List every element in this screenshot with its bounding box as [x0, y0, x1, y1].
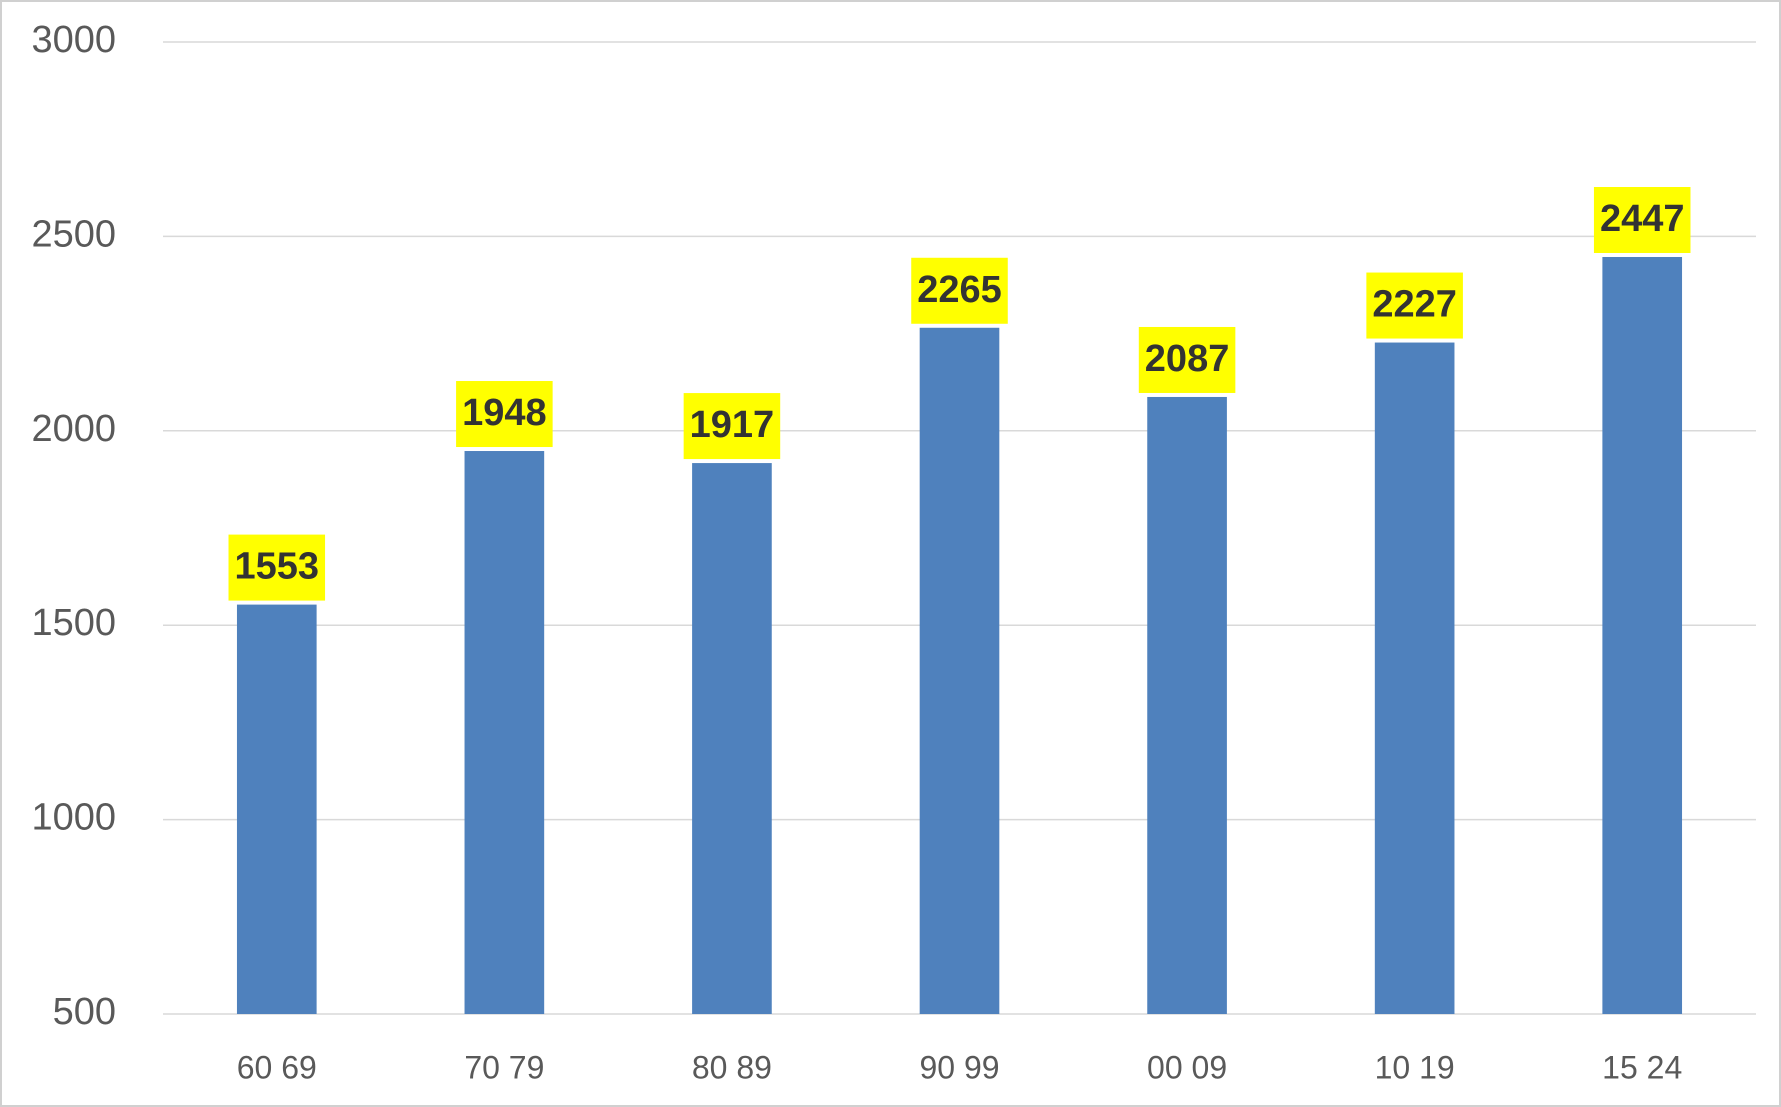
bar [464, 451, 545, 1015]
value-label-background [911, 257, 1008, 324]
value-label: 1917 [690, 404, 775, 446]
value-label-background [683, 393, 781, 460]
value-label: 2265 [917, 269, 1002, 311]
x-tick-label: 80 89 [692, 1049, 772, 1085]
bar [692, 463, 772, 1014]
value-label: 2227 [1372, 284, 1457, 326]
value-label-background [1366, 272, 1463, 339]
x-tick-label: 90 99 [919, 1049, 999, 1085]
value-label-background [228, 534, 326, 601]
y-tick-label: 2000 [31, 408, 116, 450]
value-label: 2447 [1600, 198, 1685, 240]
value-label-background [1593, 187, 1691, 254]
x-tick-label: 70 79 [464, 1049, 544, 1085]
x-tick-label: 15 24 [1602, 1049, 1682, 1085]
value-label-background [1138, 326, 1236, 393]
bar [1147, 396, 1227, 1015]
x-tick-label: 10 19 [1375, 1049, 1455, 1085]
y-tick-label: 3000 [31, 19, 116, 61]
value-label-background [456, 381, 553, 448]
bar [1602, 257, 1683, 1014]
bar [1374, 342, 1455, 1015]
y-tick-label: 1000 [31, 797, 116, 839]
value-label: 2087 [1145, 338, 1230, 380]
y-tick-label: 500 [53, 991, 116, 1033]
value-label: 1948 [462, 392, 547, 434]
y-tick-label: 1500 [31, 602, 116, 644]
bar [919, 327, 1000, 1014]
bar [236, 604, 317, 1014]
value-label: 1553 [235, 546, 320, 588]
x-tick-label: 00 09 [1147, 1049, 1227, 1085]
x-tick-label: 60 69 [237, 1049, 317, 1085]
y-tick-label: 2500 [31, 213, 116, 255]
